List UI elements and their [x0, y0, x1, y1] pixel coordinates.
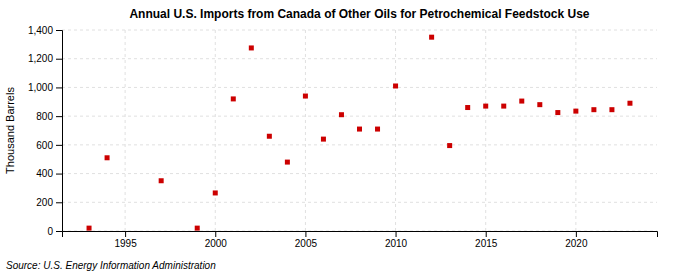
point: [609, 107, 614, 112]
point: [285, 160, 290, 165]
x-tick-label: 1995: [114, 238, 137, 249]
point: [483, 104, 488, 109]
point: [303, 94, 308, 99]
x-axis-line: [63, 232, 658, 238]
grid-line-y: [62, 87, 657, 88]
point: [501, 104, 506, 109]
point: [429, 35, 434, 40]
y-tick: 0: [47, 226, 62, 237]
grid-line-y: [62, 116, 657, 117]
y-tick-label: 1,000: [28, 82, 53, 93]
grid-line-y: [62, 173, 657, 174]
x-tick: 2005: [295, 231, 318, 249]
x-axis: 1995 2000 2005 2010 2015 2020: [63, 231, 658, 249]
point: [321, 137, 326, 142]
grid-line-y: [62, 58, 657, 59]
y-tick-mark: [56, 174, 62, 175]
point: [213, 190, 218, 195]
point: [573, 109, 578, 114]
y-axis-title: Thousand Barrels: [4, 87, 16, 174]
y-axis-line: [56, 31, 63, 232]
point: [447, 143, 452, 148]
y-tick-mark: [56, 59, 62, 60]
title: Annual U.S. Imports from Canada of Other…: [129, 7, 589, 21]
x-tick-label: 2005: [295, 238, 318, 249]
point: [627, 101, 632, 106]
grid-line-y: [62, 202, 657, 203]
x-tick: 2020: [565, 231, 588, 249]
point: [393, 83, 398, 88]
grid-line-x: [305, 30, 306, 231]
point: [519, 99, 524, 104]
grid-line-x: [215, 30, 216, 231]
y-tick-label: 1,200: [28, 53, 53, 64]
point: [339, 112, 344, 117]
points: [87, 35, 633, 231]
chart: 1995 2000 2005 2010 2015 2020 0 200 400 600 800 1,0…: [0, 0, 675, 275]
point: [105, 155, 110, 160]
point: [375, 127, 380, 132]
x-tick-mark: [215, 231, 216, 237]
grid-line-y: [62, 144, 657, 145]
x-tick: 2000: [205, 231, 228, 249]
point: [195, 226, 200, 231]
x-tick-mark: [125, 231, 126, 237]
y-tick-label: 400: [36, 168, 53, 179]
y-tick-label: 200: [36, 197, 53, 208]
y-tick-mark: [56, 145, 62, 146]
x-tick-mark: [576, 231, 577, 237]
x-tick-mark: [305, 231, 306, 237]
grid: [62, 30, 657, 231]
y-tick-mark: [56, 87, 62, 88]
point: [159, 178, 164, 183]
point: [357, 127, 362, 132]
grid-line-x: [485, 30, 486, 231]
x-tick-label: 2015: [475, 238, 498, 249]
x-tick-label: 2000: [205, 238, 228, 249]
y-tick-label: 800: [36, 111, 53, 122]
grid-line-x: [575, 30, 576, 231]
point: [537, 102, 542, 107]
x-tick: 1995: [114, 231, 137, 249]
source-note: Source: U.S. Energy Information Administ…: [6, 260, 216, 271]
y-tick-mark: [56, 202, 62, 203]
y-tick-mark: [56, 116, 62, 117]
point: [591, 107, 596, 112]
y-tick: 1,200: [28, 53, 62, 64]
point: [555, 110, 560, 115]
point: [267, 134, 272, 139]
y-axis: 0 200 400 600 800 1,000 1,200 1,400: [28, 25, 63, 237]
y-tick: 600: [36, 140, 62, 151]
x-tick: 2015: [475, 231, 498, 249]
point: [249, 45, 254, 50]
y-tick: 400: [36, 168, 62, 179]
point: [231, 96, 236, 101]
y-tick: 200: [36, 197, 62, 208]
grid-line-x: [125, 30, 126, 231]
y-tick: 1,000: [28, 82, 62, 93]
point: [465, 105, 470, 110]
x-tick-label: 2020: [565, 238, 588, 249]
x-tick-label: 2010: [385, 238, 408, 249]
y-tick-mark: [56, 231, 62, 232]
y-tick-label: 600: [36, 140, 53, 151]
grid-line-x: [395, 30, 396, 231]
y-tick-label: 1,400: [28, 25, 53, 36]
grid-line-y: [62, 30, 657, 31]
y-tick: 800: [36, 111, 62, 122]
x-tick-mark: [486, 231, 487, 237]
plot: 1995 2000 2005 2010 2015 2020 0 200 400 600 800 1,0…: [28, 25, 658, 249]
x-tick: 2010: [385, 231, 408, 249]
y-tick-label: 0: [47, 226, 53, 237]
y-tick: 1,400: [28, 25, 62, 36]
x-tick-mark: [396, 231, 397, 237]
y-tick-mark: [56, 30, 62, 31]
point: [87, 226, 92, 231]
